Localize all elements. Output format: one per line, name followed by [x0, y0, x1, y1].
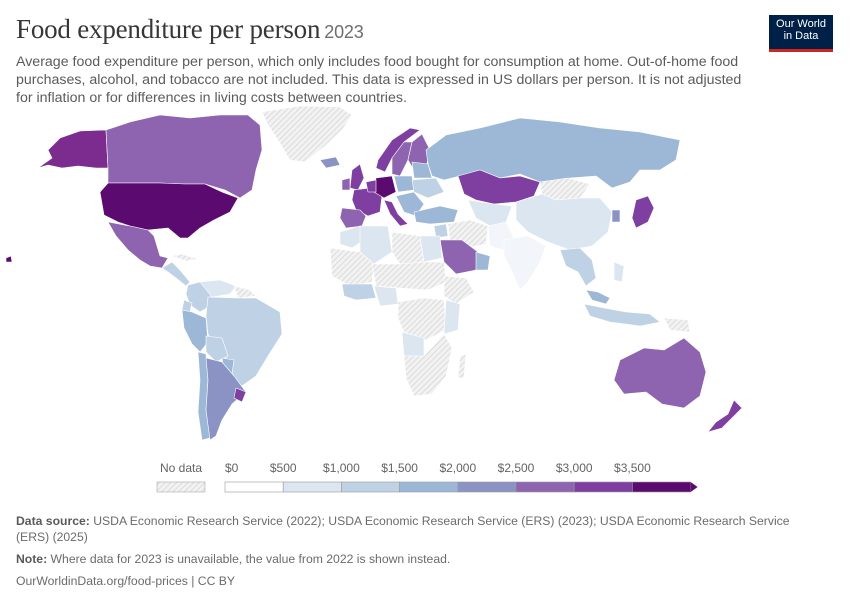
country-ukraine[interactable] [411, 177, 445, 199]
chart-footer: Data source: USDA Economic Research Serv… [16, 513, 816, 595]
region-southern-africa[interactable] [403, 333, 453, 397]
country-belarus-baltics[interactable] [411, 161, 433, 179]
chart-title: Food expenditure per person 2023 [16, 14, 364, 45]
legend-color-bins [224, 481, 698, 493]
country-egypt[interactable] [419, 235, 443, 263]
note-line: Note: Where data for 2023 is unavailable… [16, 551, 816, 567]
legend-bin-6[interactable] [573, 481, 633, 493]
country-usa-hawaii[interactable] [5, 255, 13, 263]
world-map[interactable] [0, 100, 850, 445]
legend-tick-labels: $0 $500 $1,000 $1,500 $2,000 $2,500 $3,000 $3,5… [225, 461, 651, 475]
legend-no-data-swatch [156, 481, 206, 493]
country-venezuela[interactable] [199, 279, 237, 298]
country-algeria[interactable] [359, 225, 393, 265]
note-label: Note: [16, 552, 48, 566]
country-greenland[interactable] [261, 105, 353, 163]
region-sahel[interactable] [371, 261, 447, 291]
legend-bin-2[interactable] [341, 481, 400, 493]
note-text: Where data for 2023 is unavailable, the … [50, 552, 451, 566]
logo-line-2: in Data [783, 30, 819, 42]
legend-bin-5[interactable] [515, 481, 575, 493]
country-nigeria[interactable] [373, 285, 399, 307]
country-usa-alaska[interactable] [37, 129, 109, 169]
legend-arrow-icon [690, 482, 698, 492]
url-text[interactable]: OurWorldinData.org/food-prices | CC BY [16, 574, 236, 588]
legend-bin-4[interactable] [457, 481, 517, 493]
country-brazil[interactable] [205, 296, 283, 387]
country-kenya-tanzania[interactable] [443, 299, 461, 335]
source-line: Data source: USDA Economic Research Serv… [16, 513, 816, 545]
region-central-africa[interactable] [397, 297, 447, 341]
country-uruguay[interactable] [233, 387, 247, 403]
country-turkey[interactable] [413, 205, 459, 225]
country-madagascar[interactable] [457, 353, 467, 379]
country-malaysia[interactable] [585, 289, 611, 305]
legend-tick-7: $3,500 [614, 461, 651, 475]
region-sahara-west[interactable] [329, 247, 375, 287]
legend-tick-5: $2,500 [498, 461, 535, 475]
legend-bin-7[interactable] [632, 481, 691, 493]
country-mexico[interactable] [107, 221, 169, 269]
country-ireland[interactable] [341, 177, 351, 191]
region-west-africa-coast[interactable] [341, 283, 377, 301]
region-guianas[interactable] [233, 285, 257, 299]
country-india[interactable] [503, 235, 547, 291]
region-mainland-se-asia[interactable] [559, 247, 597, 287]
region-levant[interactable] [433, 223, 449, 239]
legend-tick-0: $0 [225, 461, 239, 475]
country-papua-new-guinea[interactable] [663, 317, 691, 333]
region-balkans[interactable] [395, 191, 425, 217]
source-text: USDA Economic Research Service (2022); U… [16, 514, 790, 544]
country-new-zealand[interactable] [707, 399, 743, 433]
country-ethiopia[interactable] [443, 275, 475, 305]
region-central-america[interactable] [161, 261, 191, 287]
title-text: Food expenditure per person [16, 14, 321, 44]
legend-tick-4: $2,000 [439, 461, 476, 475]
legend-bin-1[interactable] [282, 481, 342, 493]
chart-subtitle: Average food expenditure per person, whi… [16, 54, 742, 106]
legend-no-data-label: No data [160, 461, 202, 475]
country-poland[interactable] [393, 175, 415, 193]
legend-tick-1: $500 [270, 461, 297, 475]
country-indonesia[interactable] [583, 303, 661, 327]
country-russia[interactable] [425, 117, 681, 189]
map-legend: No data $0 $500 $1,000 $1,500 $2,000 $2,500 $3… [156, 461, 698, 493]
country-cuba[interactable] [171, 253, 199, 262]
country-japan[interactable] [631, 195, 655, 229]
country-iceland[interactable] [319, 156, 341, 169]
region-benelux[interactable] [365, 179, 377, 193]
region-gulf-states[interactable] [475, 251, 491, 271]
title-year: 2023 [324, 22, 364, 42]
url-line[interactable]: OurWorldinData.org/food-prices | CC BY [16, 573, 816, 589]
country-china[interactable] [515, 193, 613, 251]
legend-tick-2: $1,000 [323, 461, 360, 475]
legend-tick-6: $3,000 [556, 461, 593, 475]
owid-logo[interactable]: Our World in Data [769, 15, 833, 52]
country-kazakhstan[interactable] [457, 169, 541, 205]
logo-line-1: Our World [776, 18, 826, 30]
source-label: Data source: [16, 514, 90, 528]
country-korea[interactable] [611, 209, 621, 223]
country-argentina[interactable] [205, 357, 247, 441]
legend-tick-3: $1,500 [381, 461, 418, 475]
country-peru[interactable] [181, 309, 209, 353]
country-uk[interactable] [349, 163, 365, 191]
country-australia[interactable] [613, 337, 707, 409]
legend-bin-3[interactable] [399, 481, 459, 493]
country-morocco[interactable] [339, 225, 365, 249]
country-libya[interactable] [391, 231, 425, 265]
legend-bin-0[interactable] [224, 481, 284, 493]
country-italy[interactable] [383, 199, 409, 227]
country-philippines[interactable] [613, 261, 625, 283]
